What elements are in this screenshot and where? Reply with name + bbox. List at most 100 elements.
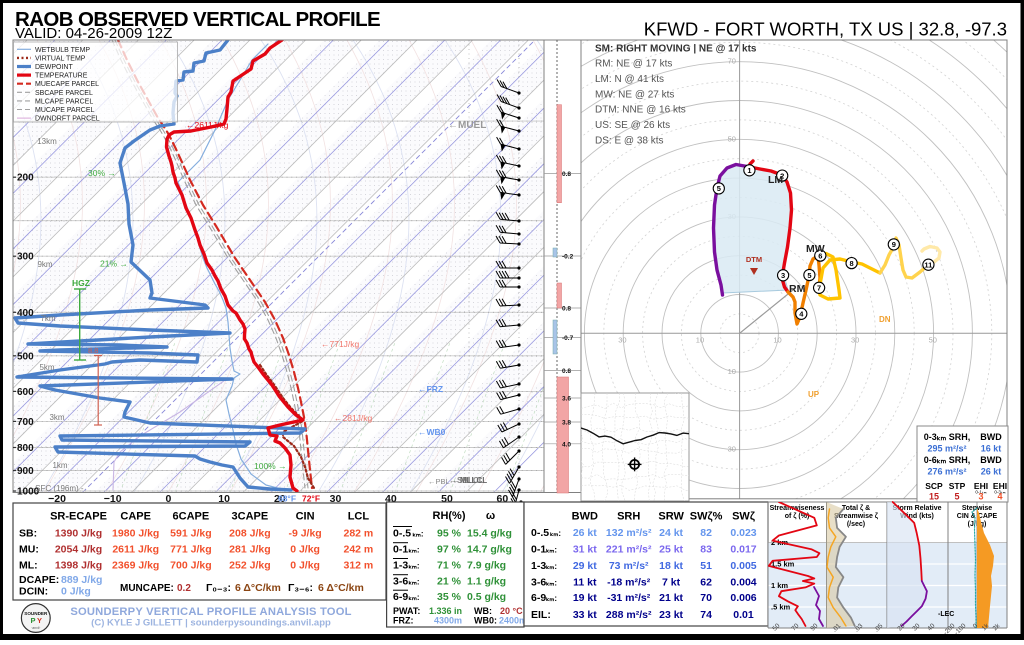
svg-text:SCP: SCP <box>925 481 943 491</box>
svg-text:72°F: 72°F <box>302 494 320 504</box>
svg-text:ₖₘ:: ₖₘ: <box>546 562 557 571</box>
svg-text:6 Δ°C/km: 6 Δ°C/km <box>318 582 364 594</box>
svg-text:30: 30 <box>618 335 626 344</box>
svg-text:800: 800 <box>17 443 34 454</box>
svg-text:RH(%): RH(%) <box>433 510 466 522</box>
svg-text:0.2: 0.2 <box>177 583 191 594</box>
svg-text:WETBULB TEMP: WETBULB TEMP <box>35 47 90 54</box>
svg-text:771 J/kg: 771 J/kg <box>170 544 211 556</box>
svg-text:5: 5 <box>807 271 811 280</box>
svg-text:SRW: SRW <box>658 511 684 523</box>
svg-text:13km: 13km <box>37 137 57 146</box>
svg-text:70: 70 <box>728 57 736 66</box>
svg-text:SOUNDERPY VERTICAL PROFILE ANA: SOUNDERPY VERTICAL PROFILE ANALYSIS TOOL <box>70 606 351 618</box>
svg-text:7.9 g/kg: 7.9 g/kg <box>467 560 506 572</box>
svg-text:70: 70 <box>700 592 712 604</box>
svg-text:20 °C: 20 °C <box>500 606 523 616</box>
svg-text:295 m²/s²: 295 m²/s² <box>927 444 966 454</box>
svg-text:0 J/kg: 0 J/kg <box>61 586 91 598</box>
svg-text:276 m²/s²: 276 m²/s² <box>927 467 966 477</box>
svg-text:242 m: 242 m <box>344 544 374 556</box>
svg-text:-18 m²/s²: -18 m²/s² <box>607 576 651 588</box>
svg-text:1: 1 <box>747 166 751 175</box>
svg-text:UP: UP <box>808 390 820 399</box>
svg-text:RM: NE @ 17 kts: RM: NE @ 17 kts <box>595 59 672 70</box>
svg-text:500: 500 <box>17 351 34 362</box>
svg-text:MW: NE @ 27 kts: MW: NE @ 27 kts <box>595 89 674 100</box>
svg-text:31 kt: 31 kt <box>573 543 597 555</box>
svg-text:100% →: 100% → <box>254 461 287 471</box>
svg-text:97 %: 97 % <box>437 544 462 556</box>
svg-text:889 J/kg: 889 J/kg <box>61 574 102 586</box>
svg-text:←281J/kg: ←281J/kg <box>334 413 373 423</box>
svg-text:700 J/kg: 700 J/kg <box>170 560 211 572</box>
svg-text:3-6: 3-6 <box>393 576 408 588</box>
svg-text:DEWPOINT: DEWPOINT <box>35 64 73 71</box>
svg-text:DWNDRFT PARCEL: DWNDRFT PARCEL <box>35 116 100 123</box>
svg-text:900: 900 <box>17 466 34 477</box>
svg-text:9: 9 <box>892 240 896 249</box>
svg-text:-31 m²/s²: -31 m²/s² <box>607 592 651 604</box>
svg-text:312 m: 312 m <box>344 560 374 572</box>
svg-text:FRZ:: FRZ: <box>393 616 414 626</box>
svg-text:0.005: 0.005 <box>730 560 756 572</box>
svg-text:1.336 in: 1.336 in <box>429 606 462 616</box>
svg-text:0.5 g/kg: 0.5 g/kg <box>467 591 506 603</box>
svg-text:←MLLCL: ←MLLCL <box>452 476 487 485</box>
svg-text:15.4 g/kg: 15.4 g/kg <box>467 528 512 540</box>
svg-text:14.7 g/kg: 14.7 g/kg <box>467 544 512 556</box>
svg-text:VIRTUAL TEMP: VIRTUAL TEMP <box>35 55 86 62</box>
svg-text:3km: 3km <box>49 413 64 422</box>
svg-text:281 J/kg: 281 J/kg <box>229 544 270 556</box>
svg-text:0.01: 0.01 <box>733 609 754 621</box>
svg-text:LM: LM <box>768 174 783 186</box>
svg-text:591 J/kg: 591 J/kg <box>170 528 211 540</box>
svg-text:82: 82 <box>700 527 712 539</box>
svg-text:EIL:: EIL: <box>531 609 551 621</box>
svg-text:6-9: 6-9 <box>393 591 408 603</box>
svg-text:.5 km: .5 km <box>771 603 791 612</box>
svg-text:0.8: 0.8 <box>562 368 571 375</box>
svg-text:50: 50 <box>929 335 937 344</box>
svg-text:-SFC (196m) -: -SFC (196m) - <box>32 484 83 493</box>
svg-text:MUECAPE PARCEL: MUECAPE PARCEL <box>35 81 99 88</box>
svg-text:SR-ECAPE: SR-ECAPE <box>50 511 107 523</box>
svg-text:←771J/kg: ←771J/kg <box>321 339 360 349</box>
svg-text:Γ₀₋₃:: Γ₀₋₃: <box>206 582 231 594</box>
svg-text:DTM: DTM <box>746 255 762 264</box>
svg-text:0.004: 0.004 <box>730 576 756 588</box>
svg-text:BWD: BWD <box>980 455 1002 465</box>
svg-text:1-3: 1-3 <box>531 560 546 572</box>
svg-text:SM: RIGHT MOVING | NE @ 17 kts: SM: RIGHT MOVING | NE @ 17 kts <box>595 44 757 55</box>
svg-text:DCIN:: DCIN: <box>19 586 48 598</box>
svg-text:30: 30 <box>728 445 736 454</box>
svg-text:252 J/kg: 252 J/kg <box>229 560 270 572</box>
svg-text:1398 J/kg: 1398 J/kg <box>55 560 102 572</box>
svg-text:-LEC: -LEC <box>938 611 954 618</box>
svg-text:21% →: 21% → <box>100 259 128 269</box>
svg-text:5: 5 <box>717 184 721 193</box>
svg-text:BWD: BWD <box>572 511 598 523</box>
svg-text:35 %: 35 % <box>437 591 462 603</box>
svg-text:(/sec): (/sec) <box>847 521 865 528</box>
svg-text:CIN: CIN <box>296 511 315 523</box>
svg-text:TEMPERATURE: TEMPERATURE <box>35 73 88 80</box>
svg-text:LCL: LCL <box>348 511 370 523</box>
svg-text:ₖₘ:: ₖₘ: <box>409 593 420 602</box>
svg-text:9km: 9km <box>37 260 52 269</box>
svg-text:0-.5: 0-.5 <box>393 528 411 540</box>
svg-text:24 kt: 24 kt <box>659 527 683 539</box>
svg-text:0-6ₖₘ SRH,: 0-6ₖₘ SRH, <box>924 455 970 465</box>
svg-text:Γ₃₋₆:: Γ₃₋₆: <box>288 582 313 594</box>
svg-text:74: 74 <box>700 609 712 621</box>
svg-text:4300m: 4300m <box>434 616 462 626</box>
svg-text:KFWD - FORT WORTH, TX US | 32.: KFWD - FORT WORTH, TX US | 32.8, -97.3 <box>644 19 1007 40</box>
svg-text:4: 4 <box>997 492 1002 502</box>
svg-text:0.8: 0.8 <box>562 306 571 313</box>
svg-text:30: 30 <box>851 335 859 344</box>
svg-text:23 kt: 23 kt <box>659 609 683 621</box>
svg-text:26 kt: 26 kt <box>573 527 597 539</box>
svg-text:0.006: 0.006 <box>730 592 756 604</box>
svg-text:ₖₘ:: ₖₘ: <box>409 578 420 587</box>
svg-text:208 J/kg: 208 J/kg <box>229 528 270 540</box>
